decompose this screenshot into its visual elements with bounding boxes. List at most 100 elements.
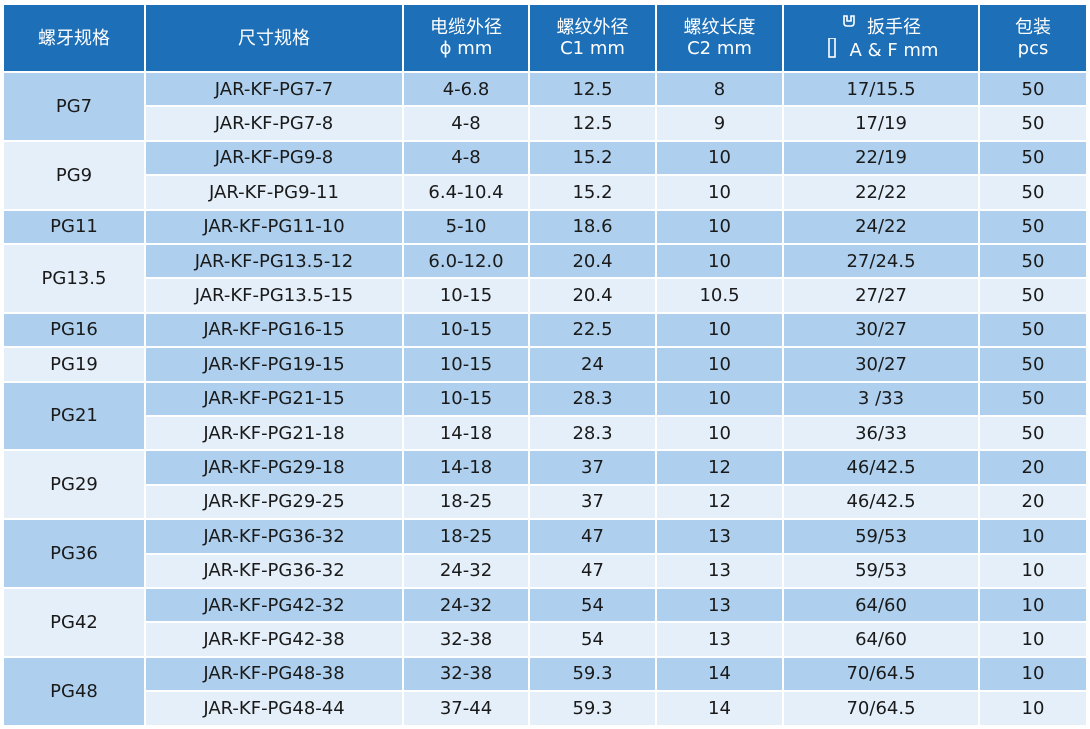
header-pack-text: 包装 [1015,17,1051,38]
pack-cell: 20 [980,451,1086,484]
header-wrench-text: A & F mm [849,40,939,61]
thread-od-cell: 12.5 [530,107,655,140]
cable-od-cell: 6.0-12.0 [404,245,528,278]
cable-od-cell: 10-15 [404,313,528,347]
thread-length-cell: 12 [657,451,782,484]
size-cell: JAR-KF-PG21-18 [146,417,402,450]
thread-group-cell: PG42 [4,589,144,656]
cable-od-cell: 4-6.8 [404,73,528,106]
size-cell: JAR-KF-PG7-8 [146,107,402,140]
thread-group-cell: PG19 [4,348,144,381]
size-cell: JAR-KF-PG42-32 [146,589,402,622]
thread-od-cell: 24 [530,348,655,381]
header-length-line: 螺纹长度 [684,17,756,38]
thread-od-cell: 59.3 [530,657,655,691]
cable-od-cell: 6.4-10.4 [404,176,528,209]
header-pack-text: pcs [1017,38,1049,59]
header-outer-line: C1 mm [560,38,625,59]
thread-length-cell: 10 [657,210,782,243]
thread-group-cell: PG21 [4,382,144,450]
thread-group-cell: PG13.5 [4,245,144,312]
header-cable-line: ϕ mm [440,38,493,59]
thread-length-cell: 9 [657,107,782,140]
thread-group-cell: PG29 [4,451,144,519]
header-outer-line: 螺纹外径 [557,17,629,38]
thread-od-cell: 54 [530,623,655,656]
pack-cell: 10 [980,520,1086,553]
wrench-size-cell: 17/15.5 [784,73,978,106]
cable-od-cell: 14-18 [404,417,528,450]
wrench-size-cell: 22/22 [784,176,978,209]
size-cell: JAR-KF-PG29-18 [146,451,402,484]
thread-length-cell: 14 [657,657,782,691]
pack-cell: 20 [980,485,1086,519]
cable-od-cell: 18-25 [404,485,528,519]
cable-od-cell: 10-15 [404,279,528,312]
header-wrench-line: 扳手径 [841,15,921,38]
cable-od-cell: 4-8 [404,107,528,140]
header-pack: 包装 pcs [980,5,1086,71]
thread-od-cell: 15.2 [530,176,655,209]
header-cable-text: ϕ mm [439,38,493,59]
header-cable: 电缆外径 ϕ mm [404,5,528,71]
thread-od-cell: 28.3 [530,417,655,450]
wrench-icon [843,15,855,27]
pack-cell: 50 [980,210,1086,243]
size-cell: JAR-KF-PG7-7 [146,73,402,106]
size-cell: JAR-KF-PG29-25 [146,485,402,519]
thread-od-cell: 47 [530,554,655,587]
header-pack-line: 包装 [1015,17,1051,38]
wrench-size-cell: 64/60 [784,623,978,656]
thread-length-cell: 10 [657,245,782,278]
pack-cell: 10 [980,657,1086,691]
wrench-size-cell: 70/64.5 [784,692,978,725]
wrench-size-cell: 27/27 [784,279,978,312]
thread-length-cell: 12 [657,485,782,519]
thread-group-cell: PG7 [4,73,144,140]
thread-length-cell: 10.5 [657,279,782,312]
cable-od-cell: 10-15 [404,348,528,381]
header-pack-line: pcs [1018,38,1049,59]
wrench-size-cell: 22/19 [784,141,978,175]
size-cell: JAR-KF-PG42-38 [146,623,402,656]
thread-od-cell: 20.4 [530,279,655,312]
size-cell: JAR-KF-PG9-8 [146,141,402,175]
thread-od-cell: 20.4 [530,245,655,278]
thread-length-cell: 10 [657,141,782,175]
thread-group-cell: PG11 [4,210,144,243]
thread-od-cell: 37 [530,485,655,519]
size-cell: JAR-KF-PG36-32 [146,520,402,553]
wrench-size-cell: 70/64.5 [784,657,978,691]
thread-length-cell: 10 [657,176,782,209]
header-wrench-text: 扳手径 [867,17,921,38]
size-cell: JAR-KF-PG13.5-15 [146,279,402,312]
thread-group-cell: PG16 [4,313,144,347]
thread-group-cell: PG36 [4,520,144,587]
wrench-size-cell: 59/53 [784,554,978,587]
pack-cell: 10 [980,623,1086,656]
pack-cell: 50 [980,176,1086,209]
thread-length-cell: 13 [657,589,782,622]
pack-cell: 50 [980,348,1086,381]
wrench-size-cell: 46/42.5 [784,451,978,484]
header-length-text: C2 mm [687,38,752,59]
size-cell: JAR-KF-PG19-15 [146,348,402,381]
wrench-size-cell: 3 /33 [784,382,978,415]
header-wrench: 扳手径 A & F mm [784,5,978,71]
thread-group-cell: PG9 [4,141,144,209]
cable-od-cell: 37-44 [404,692,528,725]
wrench-size-cell: 46/42.5 [784,485,978,519]
thread-od-cell: 47 [530,520,655,553]
thread-length-cell: 14 [657,692,782,725]
header-outer: 螺纹外径 C1 mm [530,5,655,71]
pack-cell: 50 [980,313,1086,347]
thread-length-cell: 13 [657,623,782,656]
size-cell: JAR-KF-PG36-32 [146,554,402,587]
pack-cell: 50 [980,245,1086,278]
header-thread-text: 螺牙规格 [38,27,110,49]
size-cell: JAR-KF-PG11-10 [146,210,402,243]
wrench-size-cell: 27/24.5 [784,245,978,278]
thread-length-cell: 10 [657,382,782,415]
wrench-icon [827,38,836,58]
cable-od-cell: 4-8 [404,141,528,175]
